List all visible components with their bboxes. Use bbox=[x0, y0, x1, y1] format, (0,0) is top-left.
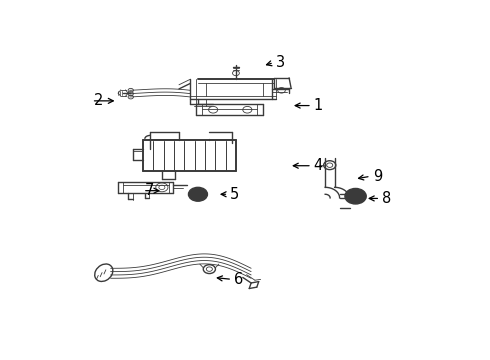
Circle shape bbox=[189, 187, 207, 201]
Text: 8: 8 bbox=[382, 191, 392, 206]
Text: 9: 9 bbox=[372, 169, 382, 184]
Text: 1: 1 bbox=[314, 98, 323, 113]
Text: 4: 4 bbox=[314, 158, 323, 173]
Text: 2: 2 bbox=[94, 93, 103, 108]
Text: 5: 5 bbox=[230, 187, 240, 202]
Circle shape bbox=[350, 192, 361, 201]
Circle shape bbox=[345, 188, 366, 204]
Text: 6: 6 bbox=[234, 272, 244, 287]
Text: 3: 3 bbox=[276, 55, 285, 70]
Circle shape bbox=[194, 191, 202, 198]
Text: 7: 7 bbox=[145, 183, 154, 198]
